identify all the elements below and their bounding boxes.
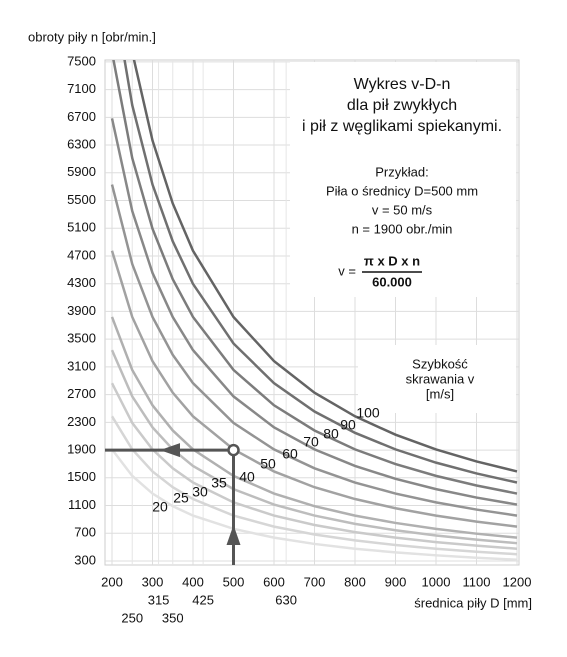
y-tick-label: 5500 <box>67 192 96 207</box>
info-box <box>290 62 516 297</box>
x-tick-label: 315 <box>148 592 170 607</box>
y-tick-label: 3900 <box>67 303 96 318</box>
x-tick-label: 500 <box>223 574 245 589</box>
x-tick-label: 630 <box>275 592 297 607</box>
legend-box <box>358 345 516 413</box>
formula-numerator: π x D x n <box>364 253 420 268</box>
x-tick-label: 900 <box>385 574 407 589</box>
x-axis-title: średnica piły D [mm] <box>414 595 532 610</box>
curve-label: 70 <box>303 434 319 450</box>
x-tick-label: 200 <box>101 574 123 589</box>
y-tick-label: 2700 <box>67 386 96 401</box>
example-line-text: n = 1900 obr./min <box>352 221 453 236</box>
y-tick-label: 4700 <box>67 247 96 262</box>
y-axis-title: obroty piły n [obr/min.] <box>28 29 156 44</box>
x-tick-label: 300 <box>142 574 164 589</box>
curve <box>110 316 518 539</box>
example-line-text: Piła o średnicy D=500 mm <box>326 183 478 198</box>
y-tick-label: 3500 <box>67 331 96 346</box>
curve <box>110 349 518 545</box>
curves <box>110 60 518 562</box>
curve-label: 20 <box>152 499 168 515</box>
curve <box>132 60 518 473</box>
curve <box>110 415 518 556</box>
x-tick-label: 1100 <box>463 574 491 589</box>
x-tick-label: 800 <box>344 574 366 589</box>
y-tick-label: 5900 <box>67 164 96 179</box>
example-line-text: v = 50 m/s <box>372 202 433 217</box>
curve <box>110 250 518 528</box>
y-tick-label: 3100 <box>67 358 96 373</box>
title-line: Wykres v-D-n <box>354 76 451 93</box>
curve <box>123 60 518 484</box>
y-tick-label: 1500 <box>67 469 96 484</box>
curve <box>111 448 518 562</box>
arrow-head <box>226 525 241 545</box>
curve <box>112 60 518 495</box>
curve-label: 40 <box>239 469 255 485</box>
x-tick-label: 700 <box>304 574 326 589</box>
y-tick-label: 7100 <box>67 81 96 96</box>
y-tick-label: 1100 <box>68 497 96 512</box>
curve-label: 30 <box>192 484 208 500</box>
example-line-text: Przykład: <box>375 164 428 179</box>
x-tick-label: 400 <box>182 574 204 589</box>
x-tick-label: 1200 <box>503 574 532 589</box>
curve-label: 60 <box>282 446 298 462</box>
curve-label: 25 <box>173 490 189 506</box>
y-tick-label: 7500 <box>67 53 96 68</box>
curve <box>110 184 518 517</box>
y-tick-label: 700 <box>74 525 96 540</box>
x-tick-label: 250 <box>121 610 143 625</box>
curve-label: 50 <box>260 456 276 472</box>
legend-title: Szybkość <box>412 356 468 371</box>
curve-label: 90 <box>340 417 356 433</box>
y-tick-label: 5100 <box>67 220 96 235</box>
curve-label: 35 <box>211 475 227 491</box>
curve-label: 100 <box>356 405 380 421</box>
y-tick-label: 1900 <box>67 442 96 457</box>
curve-label: 80 <box>323 426 339 442</box>
x-tick-label: 350 <box>162 610 184 625</box>
y-tick-label: 2300 <box>67 414 96 429</box>
y-tick-label: 4300 <box>67 275 96 290</box>
y-tick-label: 6700 <box>67 109 96 124</box>
y-tick-label: 300 <box>74 552 96 567</box>
title-line: i pił z węglikami spiekanymi. <box>302 118 502 135</box>
legend-title: [m/s] <box>426 386 454 401</box>
x-tick-label: 1000 <box>422 574 451 589</box>
formula-denominator: 60.000 <box>372 274 412 289</box>
curve <box>110 118 518 506</box>
y-tick-label: 6300 <box>67 136 96 151</box>
formula-lhs: v = <box>338 263 356 278</box>
example-point <box>227 443 240 457</box>
legend-title: skrawania v <box>406 371 475 386</box>
axes: 300 700 1100 1500 1900 2300 2700 3100 3500 3900 43… <box>28 29 532 625</box>
title-line: dla pił zwykłych <box>347 97 457 114</box>
x-tick-label: 425 <box>192 592 214 607</box>
x-tick-label: 600 <box>263 574 285 589</box>
arrow-head <box>160 443 180 458</box>
